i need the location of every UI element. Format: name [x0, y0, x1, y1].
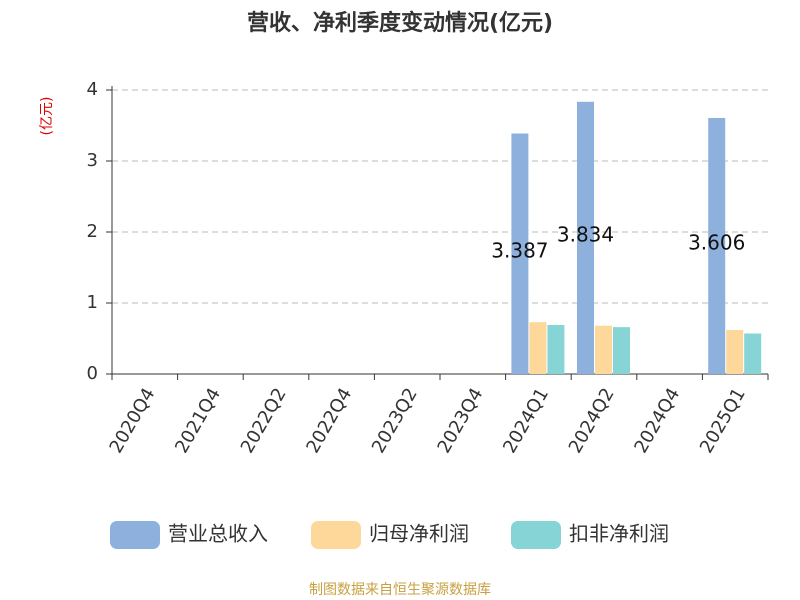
bar: [529, 322, 547, 374]
x-tick-label: 2024Q4: [630, 385, 684, 457]
y-tick-label: 1: [87, 292, 98, 313]
source-note: 制图数据来自恒生聚源数据库: [309, 582, 491, 598]
data-label: 3.834: [557, 222, 614, 246]
legend-swatch: [511, 521, 561, 549]
bar: [577, 101, 594, 374]
x-tick-label: 2021Q4: [171, 385, 225, 457]
y-tick-label: 4: [87, 79, 98, 100]
x-tick-label: 2022Q4: [302, 385, 356, 457]
y-tick-label: 2: [87, 221, 98, 242]
y-axis-label: (亿元): [39, 97, 55, 136]
data-label: 3.387: [491, 238, 548, 262]
x-tick-label: 2024Q1: [499, 385, 553, 457]
legend-swatch: [311, 521, 361, 549]
legend-label: 扣非净利润: [569, 522, 669, 546]
x-tick-label: 2022Q2: [237, 385, 291, 457]
legend-label: 营业总收入: [168, 522, 268, 546]
x-tick-label: 2023Q2: [368, 385, 422, 457]
bar: [595, 325, 612, 374]
bar: [547, 325, 565, 374]
chart-title: 营收、净利季度变动情况(亿元): [247, 10, 553, 36]
x-tick-label: 2023Q4: [434, 385, 488, 457]
bar: [744, 333, 762, 374]
x-tick-label: 2020Q4: [106, 385, 160, 457]
legend-swatch: [110, 521, 160, 549]
y-tick-label: 0: [87, 363, 98, 384]
bar: [726, 329, 744, 374]
bar: [613, 327, 630, 374]
x-tick-label: 2025Q1: [696, 385, 750, 457]
bar: [511, 133, 529, 374]
legend-label: 归母净利润: [369, 522, 469, 546]
data-label: 3.606: [688, 230, 745, 254]
x-tick-label: 2024Q2: [565, 385, 619, 457]
y-tick-label: 3: [87, 150, 98, 171]
bar: [708, 117, 726, 374]
